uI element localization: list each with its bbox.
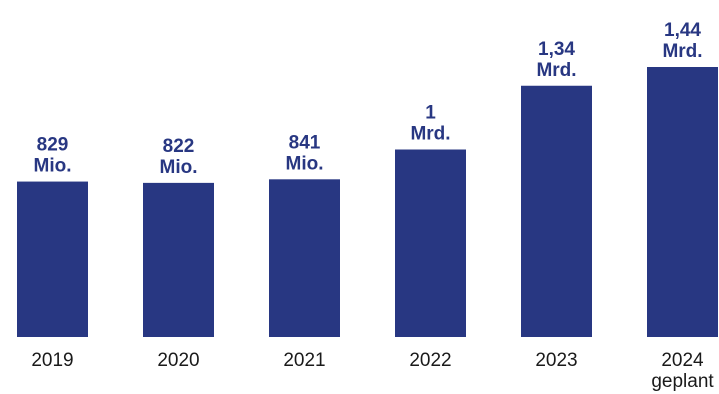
data-label-2019: 829 Mio. [34, 135, 72, 177]
x-tick-label-line: 2021 [283, 350, 325, 371]
x-tick-label-line: 2020 [157, 350, 199, 371]
bar-2024 [647, 67, 718, 337]
bar-2021 [269, 179, 340, 337]
data-label-2023: 1,34 Mrd. [536, 39, 576, 81]
x-tick-label-2024: 2024 geplant [651, 350, 714, 392]
x-tick-label-line: 2019 [31, 350, 73, 371]
x-tick-label-2021: 2021 [283, 350, 325, 371]
data-label-line: 1,44 [664, 20, 701, 41]
data-label-2021: 841 Mio. [286, 132, 324, 174]
x-tick-label-line: 2022 [409, 350, 451, 371]
data-label-2020: 822 Mio. [160, 136, 198, 178]
x-tick-labels-group: 2019 2020 2021 2022 2023 2024 geplant [31, 350, 714, 392]
data-label-line: 1,34 [538, 39, 575, 60]
bar-2019 [17, 181, 88, 337]
data-label-line: Mio. [160, 157, 198, 178]
bar-2022 [395, 149, 466, 337]
x-tick-label-line: 2023 [535, 350, 577, 371]
x-tick-label-2020: 2020 [157, 350, 199, 371]
x-tick-label-2019: 2019 [31, 350, 73, 371]
data-label-line: Mrd. [662, 41, 702, 62]
data-label-line: 1 [425, 103, 436, 124]
data-label-line: Mrd. [410, 124, 450, 145]
data-label-line: Mio. [34, 156, 72, 177]
x-tick-label-line: geplant [651, 371, 714, 392]
bars-group [17, 67, 718, 337]
bar-2023 [521, 85, 592, 337]
data-label-line: Mio. [286, 153, 324, 174]
x-tick-label-2023: 2023 [535, 350, 577, 371]
data-label-line: 829 [37, 135, 69, 156]
bar-2020 [143, 182, 214, 337]
x-tick-label-2022: 2022 [409, 350, 451, 371]
data-labels-group: 829 Mio.822 Mio.841 Mio.1 Mrd.1,34 Mrd.1,44 Mr… [34, 20, 703, 178]
data-label-line: 841 [289, 132, 321, 153]
data-label-line: 822 [163, 136, 195, 157]
data-label-2024: 1,44 Mrd. [662, 20, 702, 62]
data-label-2022: 1 Mrd. [410, 103, 450, 145]
x-tick-label-line: 2024 [661, 350, 704, 371]
data-label-line: Mrd. [536, 60, 576, 81]
